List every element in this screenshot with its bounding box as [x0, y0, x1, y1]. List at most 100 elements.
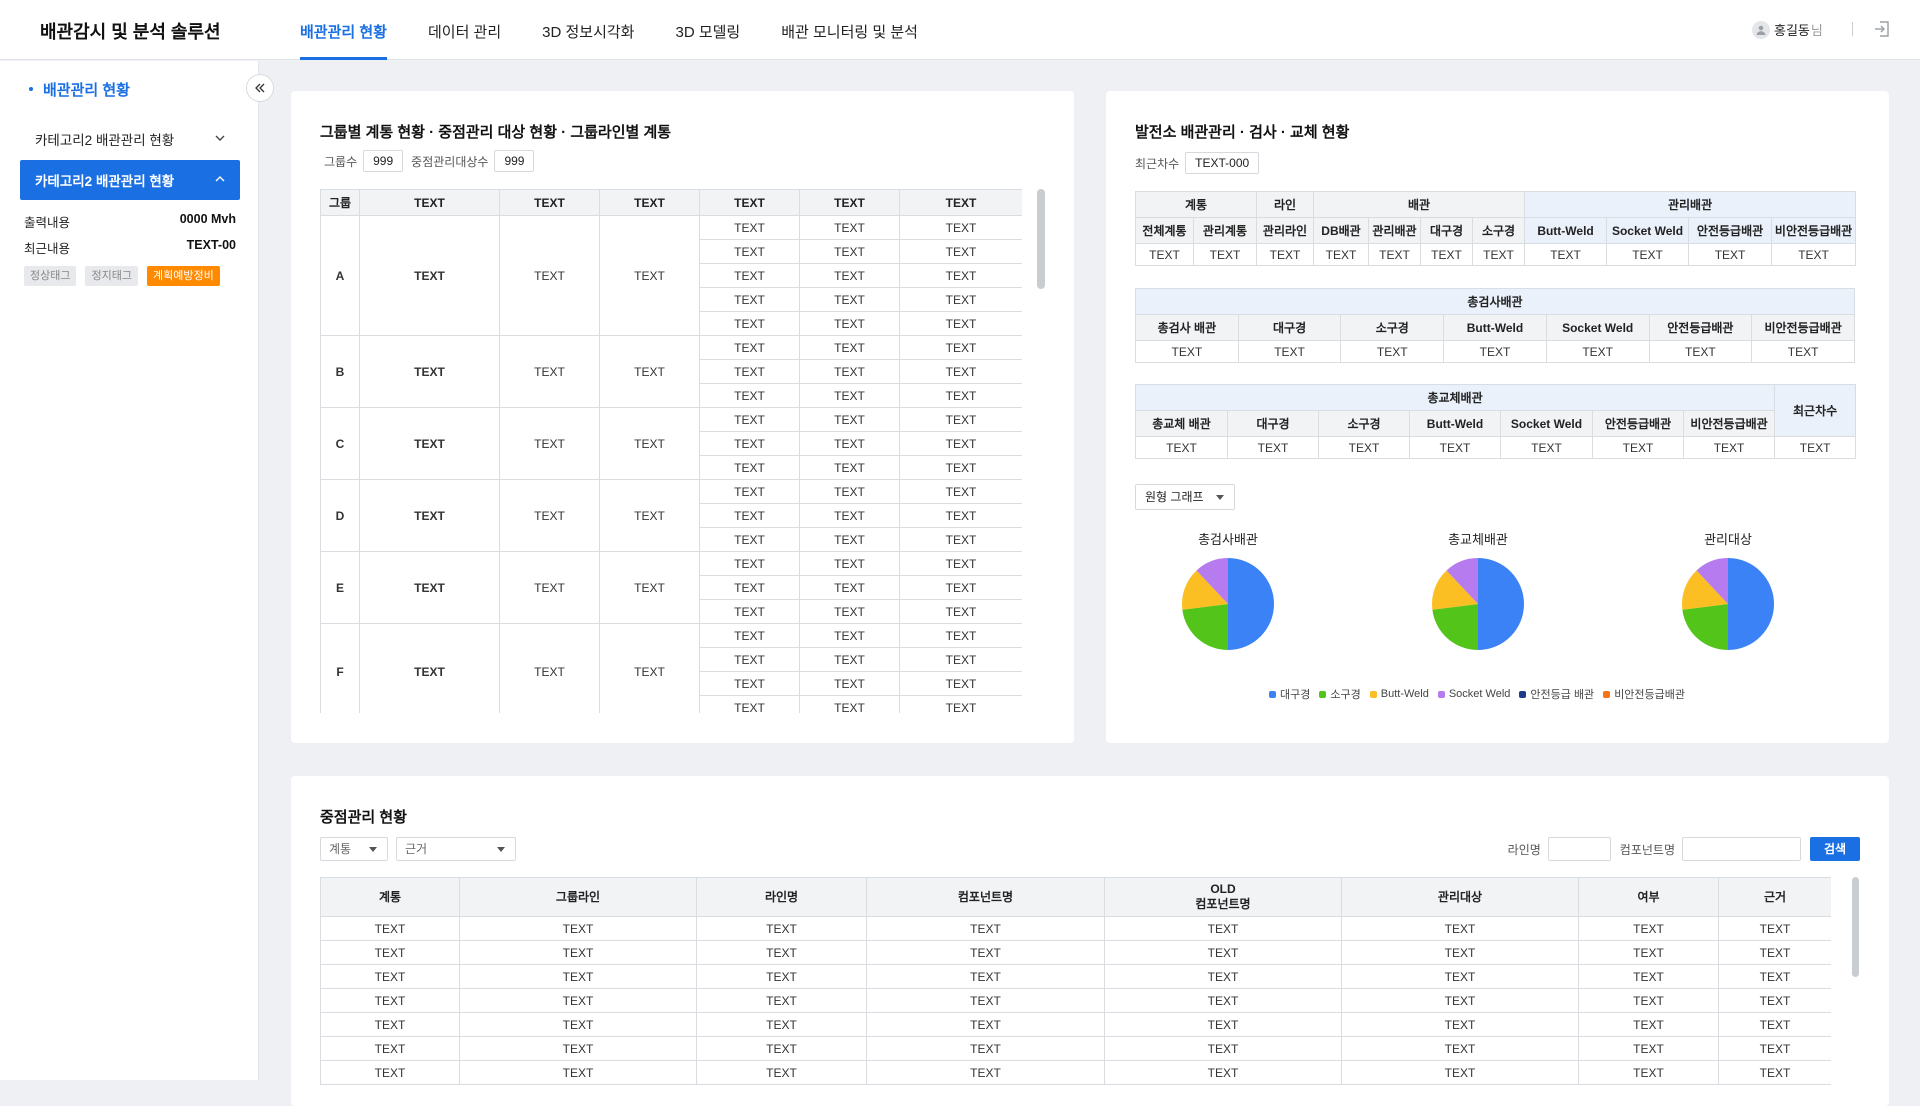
caret-down-icon — [369, 847, 377, 852]
pie-slice[interactable] — [1682, 604, 1728, 650]
table-cell: TEXT — [1227, 436, 1319, 459]
group-value-cell: TEXT — [499, 479, 600, 552]
group-table-scroll[interactable]: 그룹 TEXT TEXT TEXT TEXT TEXT TEXT A TEXT TEXT TEXT… — [320, 189, 1022, 713]
tab-pipe-status[interactable]: 배관관리 현황 — [300, 0, 387, 60]
table-row[interactable]: TEXT TEXT TEXT TEXT TEXT TEXT TEXT TEXT — [320, 940, 1831, 965]
group-value-cell: TEXT — [599, 407, 700, 480]
line-name-input[interactable] — [1547, 837, 1611, 861]
table-cell: TEXT — [1256, 243, 1314, 266]
sidebar-collapse-button[interactable] — [246, 74, 274, 102]
replacement-table: 총교체배관 최근차수 총교체 배관 대구경 소구경 Butt-Weld Socket W… — [1134, 384, 1857, 459]
sidebar-item-category2-active[interactable]: 카테고리2 배관관리 현황 — [20, 160, 240, 200]
column-header: Socket Weld — [1606, 217, 1690, 244]
focus-table-scroll[interactable]: 계통 그룹라인 라인명 컴포넌트명 OLD 컴포넌트명 관리대상 여부 근거 TEXT TEXT T… — [320, 877, 1831, 1106]
table-cell: TEXT — [459, 1036, 697, 1061]
table-cell: TEXT — [1751, 340, 1855, 363]
group-value-cell: TEXT — [499, 215, 600, 336]
table-cell: TEXT — [799, 287, 900, 312]
table-cell: TEXT — [899, 623, 1022, 648]
legend-item: Socket Weld — [1437, 686, 1510, 702]
table-cell: TEXT — [320, 988, 460, 1013]
table-cell: TEXT — [899, 215, 1022, 240]
search-button[interactable]: 검색 — [1810, 837, 1860, 861]
pie-slice[interactable] — [1432, 604, 1478, 650]
tag-stopped[interactable]: 정지태그 — [85, 266, 138, 286]
tab-3d-visualization[interactable]: 3D 정보시각화 — [542, 24, 635, 41]
tab-3d-modeling[interactable]: 3D 모델링 — [675, 24, 741, 41]
legend-label: Butt-Weld — [1380, 688, 1429, 700]
tag-planned-maintenance[interactable]: 계획예방정비 — [146, 266, 220, 286]
component-name-input[interactable] — [1682, 837, 1801, 861]
legend-label: 대구경 — [1280, 689, 1311, 701]
table-cell: TEXT — [320, 1036, 460, 1061]
logout-icon[interactable] — [1872, 19, 1892, 39]
column-header: 컴포넌트명 — [866, 877, 1105, 917]
table-cell: TEXT — [799, 479, 900, 504]
pie-slice[interactable] — [1728, 558, 1774, 650]
table-cell: TEXT — [1545, 340, 1650, 363]
table-cell: TEXT — [1409, 436, 1501, 459]
legend-swatch — [1319, 690, 1327, 698]
table-row: C TEXT TEXT TEXT TEXT TEXT TEXT — [320, 407, 1022, 480]
table-cell: TEXT — [320, 1060, 460, 1085]
card-title: 그룹별 계통 현황 · 중점관리 대상 현황 · 그룹라인별 계통 — [320, 124, 672, 141]
table-row[interactable]: TEXT TEXT TEXT TEXT TEXT TEXT TEXT TEXT — [320, 988, 1831, 1013]
table-cell: TEXT — [1135, 340, 1239, 363]
table-row[interactable]: TEXT TEXT TEXT TEXT TEXT TEXT TEXT TEXT — [320, 964, 1831, 989]
column-header: 대구경 — [1227, 410, 1319, 437]
table-row[interactable]: TEXT TEXT TEXT TEXT TEXT TEXT TEXT TEXT — [320, 1012, 1831, 1037]
table-cell: TEXT — [699, 575, 800, 600]
scrollbar[interactable] — [1852, 877, 1859, 977]
tab-monitoring-analysis[interactable]: 배관 모니터링 및 분석 — [781, 24, 918, 41]
pie-slice[interactable] — [1432, 570, 1478, 610]
user-icon — [1752, 20, 1770, 39]
output-label: 출력내용 — [24, 216, 71, 230]
table-cell: TEXT — [799, 215, 900, 240]
pie-slice[interactable] — [1182, 570, 1228, 610]
table-cell: TEXT — [696, 1036, 867, 1061]
column-group-header: 배관 — [1312, 191, 1526, 218]
column-header: TEXT — [799, 189, 900, 216]
card-title: 중점관리 현황 — [320, 809, 407, 826]
system-filter-select[interactable]: 계통 — [320, 837, 388, 861]
sidebar-item-category2[interactable]: 카테고리2 배관관리 현황 — [20, 119, 240, 159]
output-row: 출력내용 0000 Mvh — [24, 212, 236, 231]
column-header: 소구경 — [1318, 410, 1410, 437]
column-header: 관리계통 — [1193, 217, 1257, 244]
pie-slice[interactable] — [1478, 558, 1524, 650]
legend-swatch — [1603, 690, 1611, 698]
pie-slice[interactable] — [1228, 558, 1274, 650]
pie-slice[interactable] — [1682, 570, 1728, 610]
table-cell: TEXT — [1443, 340, 1547, 363]
group-value-cell: TEXT — [499, 551, 600, 624]
pie-slice[interactable] — [1196, 558, 1228, 604]
tag-normal[interactable]: 정상태그 — [24, 266, 77, 286]
table-row: TEXT TEXT TEXT — [321, 383, 1022, 408]
group-value-cell: TEXT — [599, 215, 700, 336]
group-value-cell: TEXT — [599, 479, 700, 552]
table-row[interactable]: TEXT TEXT TEXT TEXT TEXT TEXT TEXT TEXT — [320, 1036, 1831, 1061]
table-cell: TEXT — [1341, 964, 1579, 989]
chart-type-select[interactable]: 원형 그래프 — [1135, 484, 1235, 510]
pie-charts — [1182, 558, 1774, 650]
pie-slice[interactable] — [1446, 558, 1478, 604]
table-cell: TEXT — [1718, 1036, 1831, 1061]
table-cell: TEXT — [320, 940, 460, 965]
table-cell: TEXT — [866, 1060, 1105, 1085]
table-cell: TEXT — [699, 695, 800, 713]
table-row[interactable]: TEXT TEXT TEXT TEXT TEXT TEXT TEXT TEXT — [320, 916, 1831, 941]
pie-slice[interactable] — [1696, 558, 1728, 604]
scrollbar[interactable] — [1037, 189, 1045, 289]
tab-data-management[interactable]: 데이터 관리 — [427, 24, 502, 41]
basis-filter-select[interactable]: 근거 — [396, 837, 516, 861]
user-menu[interactable]: 홍길동 님 — [1752, 20, 1823, 39]
table-row[interactable]: TEXT TEXT TEXT TEXT TEXT TEXT TEXT TEXT — [320, 1060, 1831, 1085]
table-cell: TEXT — [459, 964, 697, 989]
column-group-header: 계통 — [1135, 191, 1257, 218]
sidebar-title-text: 배관관리 현황 — [43, 82, 130, 99]
table-cell: TEXT — [899, 503, 1022, 528]
pie-slice[interactable] — [1182, 604, 1228, 650]
table-cell: TEXT — [866, 916, 1105, 941]
group-value-cell: TEXT — [359, 551, 500, 624]
group-name-cell: D — [320, 479, 360, 552]
